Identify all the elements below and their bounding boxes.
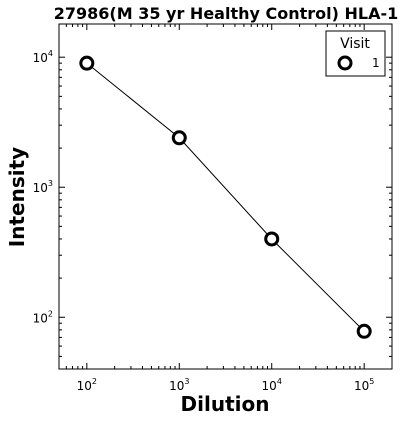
data-point: [171, 130, 187, 146]
legend: Visit 1: [325, 30, 386, 77]
x-tick-label: 104: [262, 377, 282, 393]
y-axis-label: Intensity: [5, 147, 29, 247]
y-tick-label: 103: [33, 179, 53, 195]
x-tick-label: 102: [77, 377, 97, 393]
legend-entry-label: 1: [372, 56, 380, 70]
x-axis-label: Dilution: [181, 392, 270, 416]
chart-title: 27986(M 35 yr Healthy Control) HLA-1: [54, 4, 399, 23]
x-axis-ticks: 102 103 104 105: [58, 24, 393, 393]
data-point: [264, 231, 280, 247]
data-point: [79, 55, 95, 71]
plot-area: [58, 23, 393, 370]
y-tick-label: 104: [33, 49, 53, 65]
legend-title: Visit: [340, 36, 370, 52]
y-tick-label: 102: [33, 309, 53, 325]
y-axis-ticks: 102 103 104: [33, 49, 392, 370]
x-tick-label: 103: [169, 377, 189, 393]
data-point: [356, 323, 372, 339]
legend-box: [325, 30, 386, 77]
x-tick-label: 105: [354, 377, 374, 393]
series-layer: [79, 55, 372, 339]
legend-marker: [337, 55, 353, 71]
series-line: [86, 62, 365, 332]
